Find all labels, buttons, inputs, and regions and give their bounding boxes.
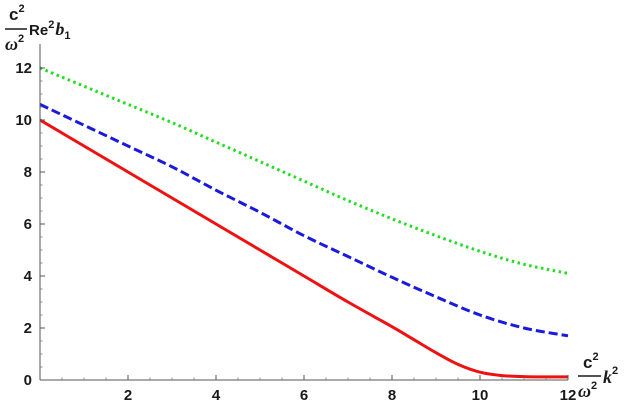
y-tick-label: 4 bbox=[24, 268, 33, 285]
series-line-dotted bbox=[39, 66, 569, 275]
svg-text:ω2: ω2 bbox=[578, 380, 597, 401]
series-layer bbox=[39, 66, 569, 379]
ylabel-num-sup: 2 bbox=[18, 3, 24, 15]
xlabel-num-sup: 2 bbox=[592, 351, 598, 363]
x-tick-label: 4 bbox=[212, 387, 221, 404]
x-axis-label: c2 k2 ω2 bbox=[578, 351, 618, 401]
x-tick-label: 6 bbox=[300, 387, 308, 404]
x-tick-label: 2 bbox=[124, 387, 132, 404]
series-line-dashed bbox=[39, 103, 569, 338]
svg-text:c2: c2 bbox=[9, 3, 25, 24]
svg-text:Re2b1: Re2b1 bbox=[29, 19, 70, 42]
x-tick-label: 12 bbox=[560, 387, 577, 404]
axes-layer bbox=[39, 44, 568, 381]
y-tick-label: 2 bbox=[24, 320, 32, 337]
svg-text:ω2: ω2 bbox=[5, 33, 24, 54]
svg-text:c2: c2 bbox=[583, 351, 599, 372]
ylabel-den-sup: 2 bbox=[18, 33, 24, 45]
svg-text:k2: k2 bbox=[603, 365, 618, 387]
y-tick-label: 6 bbox=[24, 216, 32, 233]
ylabel-tail-re-sup: 2 bbox=[48, 19, 54, 31]
ylabel-den-base: ω bbox=[5, 34, 18, 54]
series-line-solid bbox=[39, 118, 569, 379]
ylabel-tail-var: b bbox=[55, 19, 64, 39]
ylabel-tail-re: Re bbox=[29, 22, 48, 39]
y-tick-label: 0 bbox=[24, 372, 32, 389]
y-tick-label: 8 bbox=[24, 164, 32, 181]
xlabel-num-base: c bbox=[583, 353, 592, 372]
ticks-layer: 2 4 6 8 10 12 0 2 4 6 8 10 12 bbox=[15, 60, 576, 404]
ylabel-num-base: c bbox=[9, 5, 18, 24]
y-tick-label: 10 bbox=[15, 112, 32, 129]
x-tick-label: 10 bbox=[472, 387, 489, 404]
ylabel-tail-sub: 1 bbox=[64, 30, 70, 42]
xlabel-tail-sup: 2 bbox=[612, 365, 618, 377]
y-tick-label: 12 bbox=[15, 60, 32, 77]
xlabel-den-base: ω bbox=[578, 381, 591, 401]
xlabel-tail-base: k bbox=[603, 367, 612, 387]
x-tick-label: 8 bbox=[388, 387, 396, 404]
y-axis-label: c2 Re2b1 ω2 bbox=[5, 3, 70, 54]
xlabel-den-sup: 2 bbox=[591, 380, 597, 392]
